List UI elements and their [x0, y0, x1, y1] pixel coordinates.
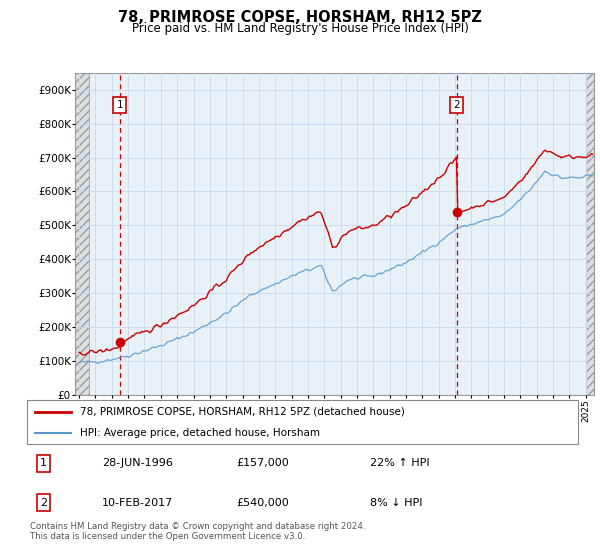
Text: Contains HM Land Registry data © Crown copyright and database right 2024.
This d: Contains HM Land Registry data © Crown c… — [30, 522, 365, 542]
Text: 2: 2 — [40, 498, 47, 507]
Bar — [586, 73, 594, 395]
Text: 10-FEB-2017: 10-FEB-2017 — [102, 498, 173, 507]
Text: £540,000: £540,000 — [236, 498, 289, 507]
Bar — [586, 73, 594, 395]
Text: 1: 1 — [116, 100, 123, 110]
Bar — [75, 73, 89, 395]
Text: 78, PRIMROSE COPSE, HORSHAM, RH12 5PZ (detached house): 78, PRIMROSE COPSE, HORSHAM, RH12 5PZ (d… — [80, 407, 404, 417]
Bar — [75, 73, 89, 395]
Text: 78, PRIMROSE COPSE, HORSHAM, RH12 5PZ: 78, PRIMROSE COPSE, HORSHAM, RH12 5PZ — [118, 10, 482, 25]
Text: 22% ↑ HPI: 22% ↑ HPI — [370, 459, 430, 468]
Text: Price paid vs. HM Land Registry's House Price Index (HPI): Price paid vs. HM Land Registry's House … — [131, 22, 469, 35]
Text: £157,000: £157,000 — [236, 459, 289, 468]
Text: HPI: Average price, detached house, Horsham: HPI: Average price, detached house, Hors… — [80, 428, 320, 438]
Text: 28-JUN-1996: 28-JUN-1996 — [102, 459, 173, 468]
FancyBboxPatch shape — [27, 400, 578, 444]
Text: 1: 1 — [40, 459, 47, 468]
Text: 8% ↓ HPI: 8% ↓ HPI — [370, 498, 422, 507]
Text: 2: 2 — [454, 100, 460, 110]
